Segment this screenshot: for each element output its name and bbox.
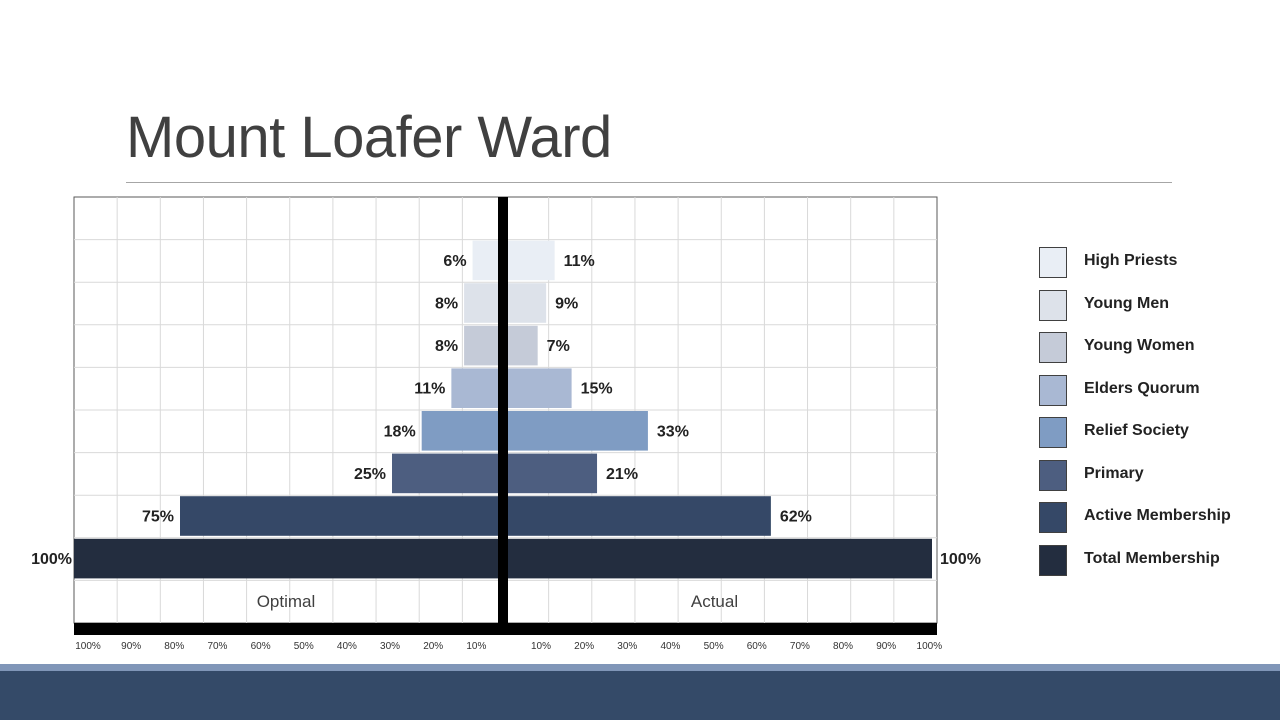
tick-label-left: 90% bbox=[121, 641, 141, 652]
legend-item-primary: Primary bbox=[1039, 459, 1279, 492]
slide-title: Mount Loafer Ward bbox=[126, 105, 612, 170]
tick-label-right: 50% bbox=[704, 641, 724, 652]
legend-label: Young Men bbox=[1084, 294, 1170, 312]
title-divider bbox=[126, 182, 1172, 183]
bar-actual-relief-society bbox=[508, 411, 648, 451]
tick-label-right: 90% bbox=[876, 641, 896, 652]
bar-actual-young-men bbox=[508, 283, 547, 323]
bar-optimal-primary bbox=[392, 453, 498, 494]
tick-label-left: 30% bbox=[380, 641, 400, 652]
legend-item-relief-society: Relief Society bbox=[1039, 417, 1279, 449]
legend-item-young-women: Young Women bbox=[1039, 332, 1279, 364]
bar-actual-active-membership bbox=[508, 496, 771, 536]
tick-label-left: 100% bbox=[75, 641, 101, 652]
data-label-optimal-total-membership: 100% bbox=[31, 551, 72, 568]
legend-item-elders-quorum: Elders Quorum bbox=[1039, 374, 1279, 407]
data-label-optimal-high-priests: 6% bbox=[443, 253, 466, 270]
legend-label: Elders Quorum bbox=[1084, 379, 1200, 397]
tick-label-right: 100% bbox=[917, 641, 943, 652]
tick-label-right: 10% bbox=[531, 641, 551, 652]
footer-accent-line bbox=[0, 664, 1280, 671]
bar-actual-elders-quorum bbox=[508, 368, 572, 408]
bar-optimal-active-membership bbox=[180, 496, 498, 536]
data-label-actual-relief-society: 33% bbox=[657, 423, 689, 440]
legend-swatch bbox=[1039, 544, 1067, 576]
legend-swatch bbox=[1039, 289, 1067, 321]
bar-optimal-young-women bbox=[464, 325, 498, 366]
bar-actual-young-women bbox=[508, 325, 538, 366]
legend-item-young-men: Young Men bbox=[1039, 289, 1279, 322]
tick-label-left: 80% bbox=[164, 641, 184, 652]
data-label-optimal-relief-society: 18% bbox=[384, 423, 416, 440]
center-axis bbox=[498, 197, 508, 623]
tick-label-left: 60% bbox=[251, 641, 271, 652]
legend-item-total-membership: Total Membership bbox=[1039, 544, 1279, 577]
legend-label: Young Women bbox=[1084, 337, 1195, 354]
data-label-optimal-primary: 25% bbox=[354, 466, 386, 483]
tick-label-left: 50% bbox=[294, 641, 314, 652]
legend-label: Primary bbox=[1084, 464, 1144, 482]
legend-swatch bbox=[1039, 459, 1067, 491]
data-label-optimal-young-men: 8% bbox=[435, 296, 458, 313]
bar-actual-high-priests bbox=[508, 240, 555, 281]
data-label-actual-active-membership: 62% bbox=[780, 509, 812, 526]
data-label-actual-primary: 21% bbox=[606, 466, 638, 483]
bar-optimal-elders-quorum bbox=[451, 368, 498, 408]
data-label-optimal-active-membership: 75% bbox=[142, 509, 174, 526]
tick-label-right: 70% bbox=[790, 641, 810, 652]
tick-label-left: 20% bbox=[423, 641, 443, 652]
data-label-actual-elders-quorum: 15% bbox=[581, 381, 613, 398]
bottom-axis-bar bbox=[74, 623, 937, 635]
tick-label-left: 10% bbox=[466, 641, 486, 652]
tick-label-right: 30% bbox=[617, 641, 637, 652]
tick-label-left: 40% bbox=[337, 641, 357, 652]
data-label-optimal-young-women: 8% bbox=[435, 338, 458, 355]
data-label-actual-young-men: 9% bbox=[555, 296, 578, 313]
bar-optimal-total-membership bbox=[74, 538, 498, 579]
legend-swatch bbox=[1039, 332, 1067, 363]
footer-bar bbox=[0, 671, 1280, 720]
tick-label-right: 60% bbox=[747, 641, 767, 652]
bar-optimal-young-men bbox=[464, 283, 498, 323]
data-label-actual-high-priests: 11% bbox=[564, 253, 595, 270]
tick-label-right: 80% bbox=[833, 641, 853, 652]
bar-optimal-relief-society bbox=[421, 411, 498, 451]
bar-actual-total-membership bbox=[508, 538, 932, 579]
legend-label: Active Membership bbox=[1084, 507, 1231, 524]
data-label-optimal-elders-quorum: 11% bbox=[414, 381, 445, 398]
legend-label: Relief Society bbox=[1084, 422, 1189, 439]
tick-label-right: 20% bbox=[574, 641, 594, 652]
data-label-actual-young-women: 7% bbox=[547, 338, 570, 355]
tick-label-left: 70% bbox=[207, 641, 227, 652]
tick-label-right: 40% bbox=[660, 641, 680, 652]
data-label-actual-total-membership: 100% bbox=[940, 551, 981, 568]
legend-swatch bbox=[1039, 374, 1067, 406]
series-label-optimal: Optimal bbox=[257, 592, 316, 611]
legend-swatch bbox=[1039, 417, 1067, 448]
legend-item-high-priests: High Priests bbox=[1039, 247, 1279, 279]
series-label-actual: Actual bbox=[691, 592, 738, 611]
legend-item-active-membership: Active Membership bbox=[1039, 502, 1279, 534]
legend-label: High Priests bbox=[1084, 252, 1178, 269]
legend-swatch bbox=[1039, 247, 1067, 278]
legend-label: Total Membership bbox=[1084, 549, 1220, 567]
bar-actual-primary bbox=[508, 453, 598, 494]
bar-optimal-high-priests bbox=[472, 240, 498, 281]
legend-swatch bbox=[1039, 502, 1067, 533]
